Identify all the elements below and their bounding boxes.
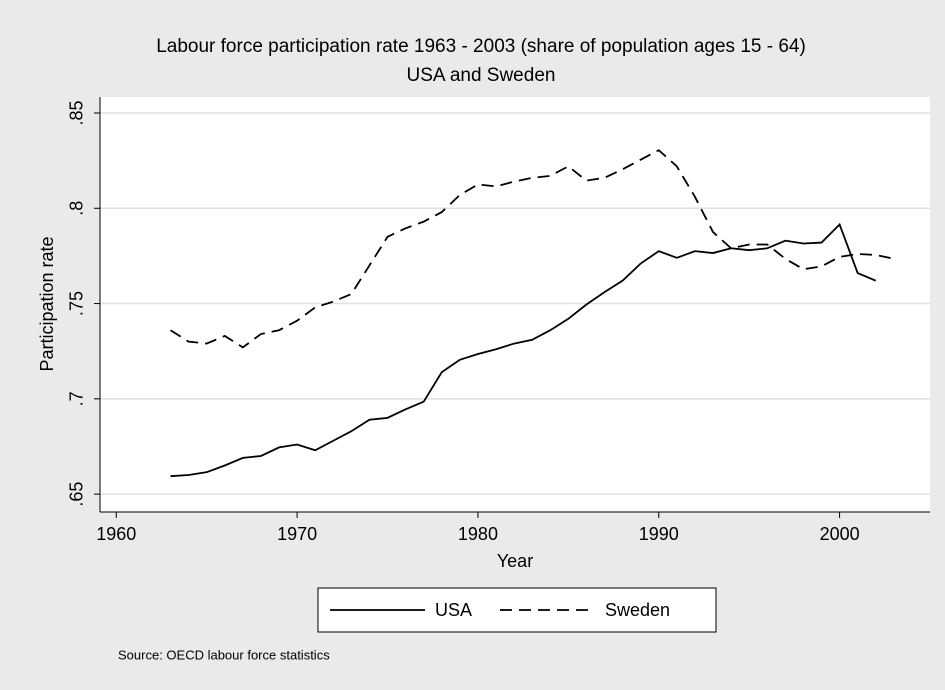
y-axis-title: Participation rate: [37, 236, 57, 371]
legend-label: USA: [435, 600, 472, 620]
source-note: Source: OECD labour force statistics: [118, 647, 330, 662]
x-tick-label: 1960: [96, 524, 136, 544]
legend-label: Sweden: [605, 600, 670, 620]
chart-title: Labour force participation rate 1963 - 2…: [156, 36, 806, 57]
y-tick-label: .75: [67, 291, 87, 316]
series-line: [170, 222, 877, 478]
x-axis-title: Year: [497, 551, 533, 571]
y-tick-label: .85: [67, 100, 87, 125]
plot-area: [100, 97, 930, 512]
x-tick-label: 1990: [639, 524, 679, 544]
y-tick-label: .65: [67, 482, 87, 507]
series-line: [170, 149, 895, 349]
x-tick-label: 1970: [277, 524, 317, 544]
chart-subtitle: USA and Sweden: [407, 65, 556, 86]
y-tick-label: .7: [67, 391, 87, 406]
x-tick-label: 1980: [458, 524, 498, 544]
y-tick-label: .8: [67, 201, 87, 216]
x-tick-label: 2000: [820, 524, 860, 544]
